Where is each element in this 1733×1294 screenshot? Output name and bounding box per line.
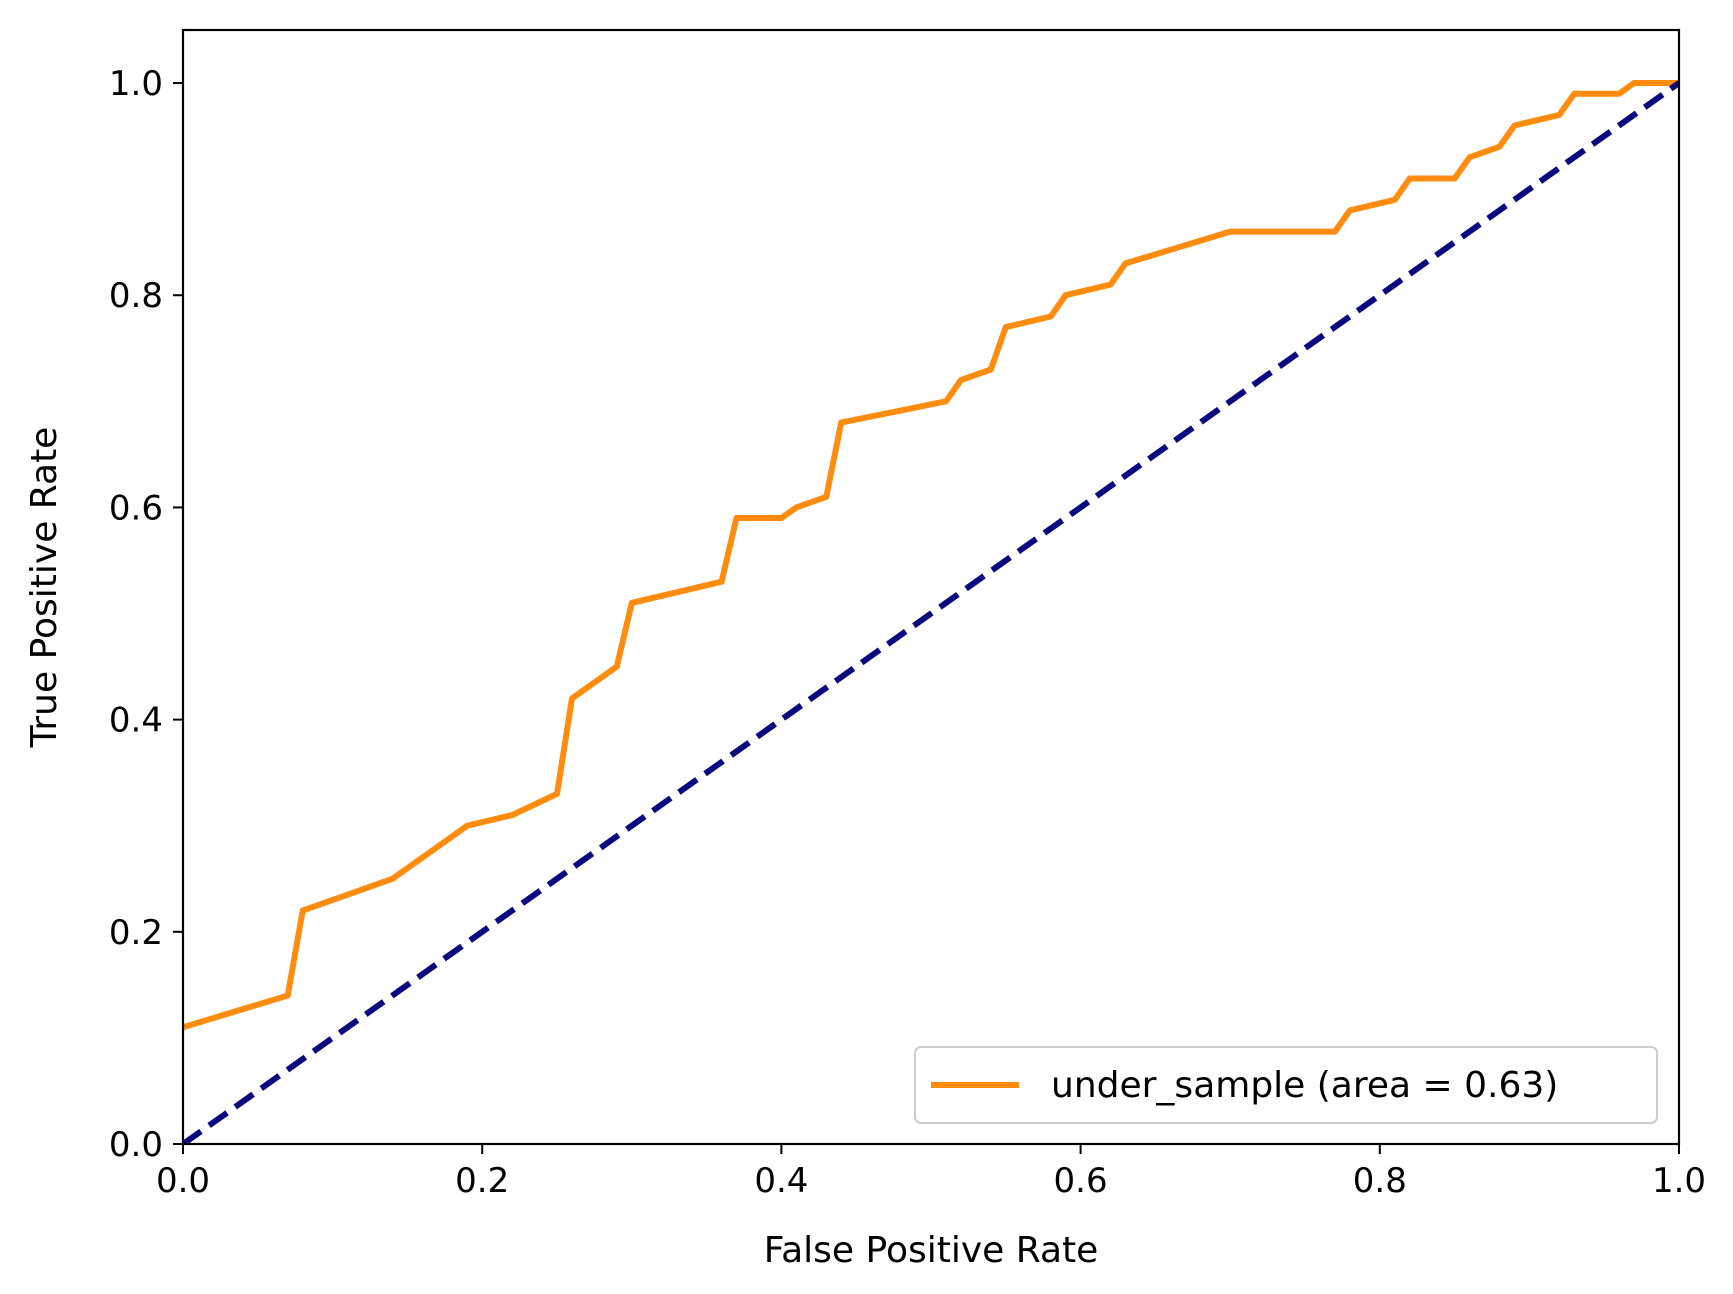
x-tick-label: 0.0 [156,1161,210,1201]
y-tick-label: 1.0 [109,64,163,104]
series-line-0 [183,80,1679,1031]
legend-box [914,1046,1658,1124]
plot-frame [181,28,1681,1146]
x-tick-label: 0.4 [754,1161,808,1201]
x-tick-label: 0.6 [1054,1161,1108,1201]
legend-label: under_sample (area = 0.63) [1051,1065,1558,1106]
x-tick-label: 0.8 [1353,1161,1407,1201]
x-axis-label: False Positive Rate [764,1230,1099,1271]
x-tick-label: 0.2 [455,1161,509,1201]
y-tick-label: 0.4 [109,701,163,741]
y-tick-label: 0.2 [109,913,163,953]
y-tick-label: 0.8 [109,276,163,316]
legend: under_sample (area = 0.63) [914,1046,1658,1124]
chance-diagonal-line [183,80,1679,1144]
y-tick-label: 0.6 [109,488,163,528]
y-tick-label: 0.0 [109,1125,163,1165]
x-tick-label: 1.0 [1652,1161,1706,1201]
axes: 0.0 0.2 0.4 0.6 0.8 1.0 0.0 0.2 0.4 0.6 0.8 1.0 Fals… [24,28,1706,1271]
y-axis-label: True Positive Rate [24,427,65,749]
plot-area [183,80,1679,1144]
